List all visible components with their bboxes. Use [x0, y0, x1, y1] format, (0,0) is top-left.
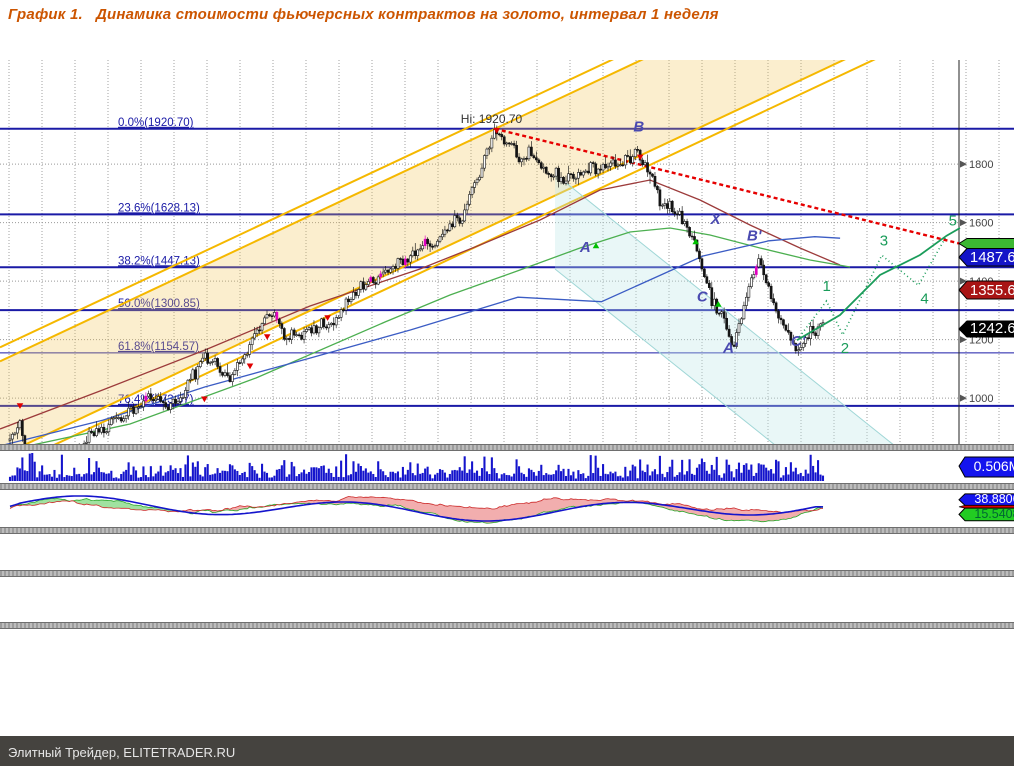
svg-text:C: C — [697, 289, 709, 306]
svg-text:3: 3 — [880, 232, 888, 249]
svg-text:2: 2 — [841, 340, 849, 357]
svg-text:4: 4 — [920, 290, 928, 307]
svg-text:0.506M: 0.506M — [974, 458, 1014, 474]
svg-text:1: 1 — [823, 278, 831, 295]
svg-text:5: 5 — [949, 213, 957, 230]
svg-text:1600: 1600 — [969, 218, 993, 230]
svg-text:1000: 1000 — [969, 393, 993, 405]
svg-text:A: A — [579, 239, 591, 256]
svg-text:1355.67: 1355.67 — [970, 282, 1014, 299]
svg-text:B: B — [633, 119, 644, 136]
svg-text:X: X — [710, 211, 722, 228]
svg-text:15.5408: 15.5408 — [974, 507, 1014, 521]
svg-text:0.0%(1920.70): 0.0%(1920.70) — [118, 117, 194, 129]
svg-text:A': A' — [722, 340, 738, 357]
svg-text:38.2%(1447.13): 38.2%(1447.13) — [118, 255, 200, 267]
svg-text:Hi: 1920.70: Hi: 1920.70 — [461, 112, 523, 126]
svg-text:B': B' — [747, 228, 762, 245]
svg-text:23.6%(1628.13): 23.6%(1628.13) — [118, 202, 200, 214]
svg-text:1800: 1800 — [969, 159, 993, 171]
svg-text:1487.67: 1487.67 — [970, 249, 1014, 266]
svg-text:38.8806: 38.8806 — [974, 492, 1014, 506]
svg-text:1242.60: 1242.60 — [970, 320, 1014, 337]
